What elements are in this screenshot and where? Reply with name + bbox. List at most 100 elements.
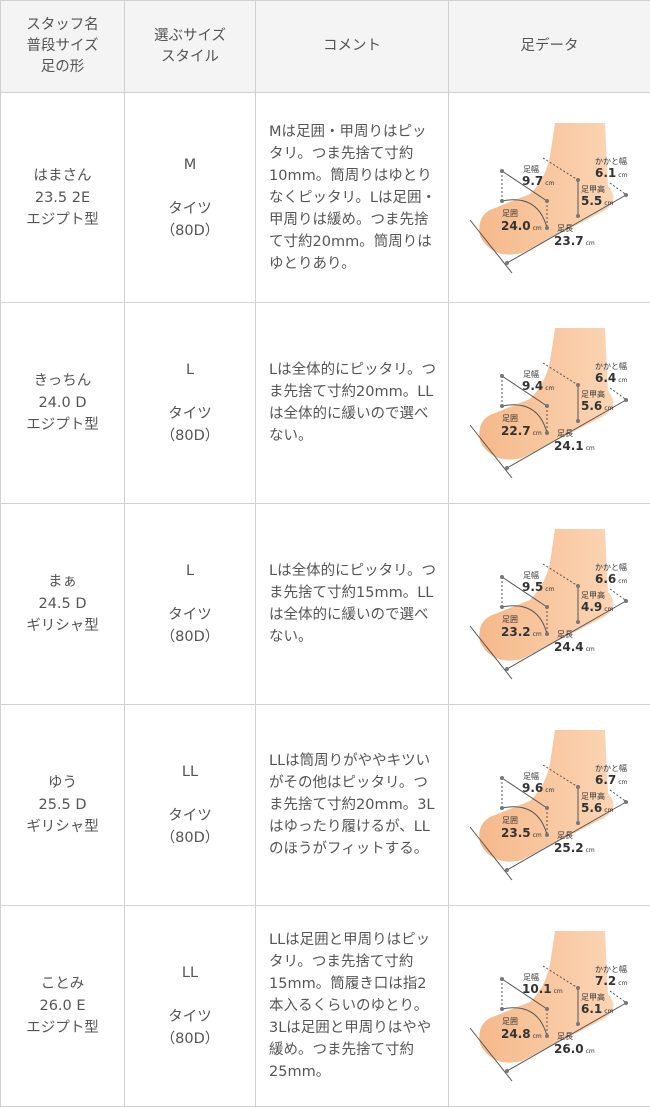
unit-cm: cm <box>532 631 541 638</box>
name: きっちん <box>34 373 91 389</box>
foot-value: 5.5 <box>581 194 602 208</box>
unit-cm: cm <box>585 646 594 653</box>
choice: L <box>186 563 194 579</box>
foot-label-instep: 足甲高 <box>581 590 605 600</box>
comment: LLは筒周りがややキツいがその他はピッタリ。つま先捨て寸約20mm。3Lはゆった… <box>269 753 435 857</box>
size: 23.5 2E <box>35 190 90 206</box>
unit-cm: cm <box>604 807 613 814</box>
unit-cm: cm <box>532 832 541 839</box>
foot-label-length: 足長 <box>557 831 573 840</box>
header-staff: スタッフ名普段サイズ足の形 <box>1 1 125 93</box>
size: 25.5 D <box>38 797 86 813</box>
foot-value: 24.4 <box>554 640 584 654</box>
foot-value: 10.1 <box>522 982 552 996</box>
denier: （80D） <box>161 428 220 444</box>
foot-value: 6.1 <box>581 1002 602 1016</box>
foot-value: 6.7 <box>595 773 616 787</box>
foot-label-width: 足幅 <box>523 570 539 580</box>
foot-label-width: 足幅 <box>523 164 539 174</box>
foot-label-girth: 足囲 <box>502 615 518 624</box>
foot-value: 6.4 <box>595 371 616 385</box>
foot-label-instep: 足甲高 <box>581 992 605 1002</box>
header-text: 普段サイズ <box>26 38 98 54</box>
foot-label-girth: 足囲 <box>502 209 518 218</box>
header-foot-data: 足データ <box>449 1 650 93</box>
unit-cm: cm <box>585 240 594 247</box>
unit-cm: cm <box>618 172 627 179</box>
foot-value: 23.5 <box>501 826 531 840</box>
foot-label-length: 足長 <box>557 224 573 233</box>
foot-value: 9.5 <box>522 580 543 594</box>
denier: （80D） <box>161 223 220 239</box>
foot-label-heel: かかと幅 <box>595 763 627 773</box>
foot-value: 24.8 <box>501 1027 531 1041</box>
unit-cm: cm <box>545 385 554 392</box>
unit-cm: cm <box>585 847 594 854</box>
foot-value: 25.2 <box>554 841 584 855</box>
comment-cell: LLは筒周りがややキツいがその他はピッタリ。つま先捨て寸約20mm。3Lはゆった… <box>256 705 449 906</box>
foot-label-width: 足幅 <box>523 369 539 379</box>
unit-cm: cm <box>545 180 554 187</box>
unit-cm: cm <box>585 445 594 452</box>
header-text: 足の形 <box>41 59 85 75</box>
shape: エジプト型 <box>26 417 99 433</box>
unit-cm: cm <box>532 1033 541 1040</box>
foot-label-heel: かかと幅 <box>595 361 627 371</box>
comment-cell: Mは足囲・甲周りはピッタリ。つま先捨て寸約10mm。筒周りはゆとりなくピッタリ。… <box>256 93 449 303</box>
comment: Lは全体的にピッタリ。つま先捨て寸約15mm。LLは全体的に緩いので選べない。 <box>269 563 436 645</box>
foot-value: 9.4 <box>522 379 543 393</box>
name: ゆう <box>48 775 77 791</box>
unit-cm: cm <box>618 377 627 384</box>
foot-value: 7.2 <box>595 974 616 988</box>
foot-label-girth: 足囲 <box>502 1017 518 1026</box>
foot-label-heel: かかと幅 <box>595 156 627 166</box>
name: まぁ <box>48 574 77 590</box>
foot-label-girth: 足囲 <box>502 414 518 423</box>
unit-cm: cm <box>585 1048 594 1055</box>
header-text: スタッフ名 <box>26 17 99 33</box>
denier: （80D） <box>161 830 220 846</box>
denier: （80D） <box>161 629 220 645</box>
unit-cm: cm <box>604 1008 613 1015</box>
comment: Mは足囲・甲周りはピッタリ。つま先捨て寸約10mm。筒周りはゆとりなくピッタリ。… <box>269 124 436 272</box>
foot-value: 9.7 <box>522 174 543 188</box>
foot-label-heel: かかと幅 <box>595 562 627 572</box>
unit-cm: cm <box>532 225 541 232</box>
unit-cm: cm <box>604 606 613 613</box>
size: 24.5 D <box>38 596 86 612</box>
header-size: 選ぶサイズスタイル <box>125 1 256 93</box>
foot-label-length: 足長 <box>557 1032 573 1041</box>
shape: エジプト型 <box>26 212 99 228</box>
header-text: 選ぶサイズ <box>154 28 226 44</box>
foot-label-heel: かかと幅 <box>595 964 627 974</box>
foot-label-instep: 足甲高 <box>581 389 605 399</box>
comment-cell: LLは足囲と甲周りはピッタリ。つま先捨て寸約15mm。筒履き口は指2本入るくらい… <box>256 906 449 1107</box>
